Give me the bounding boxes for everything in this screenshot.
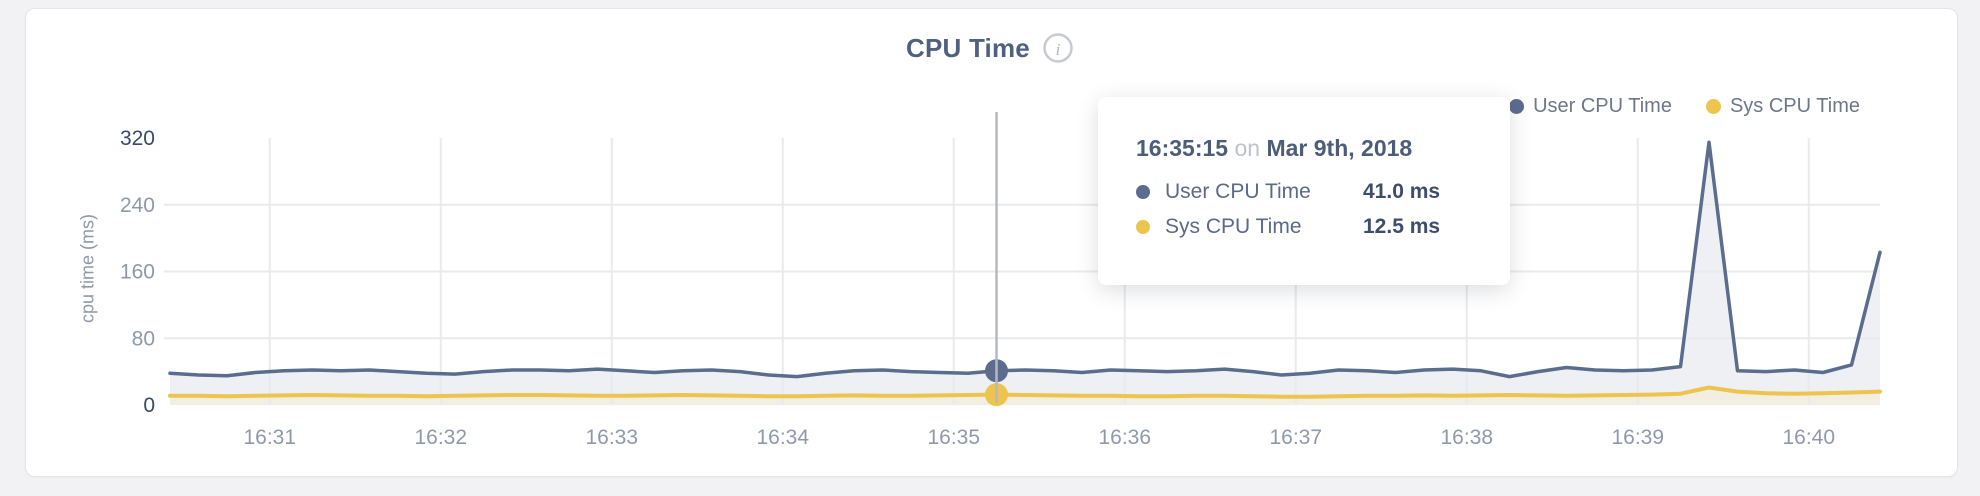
tooltip-row-user: User CPU Time 41.0 ms <box>1136 180 1476 204</box>
tooltip-row-sys: Sys CPU Time 12.5 ms <box>1136 215 1476 239</box>
chart-tooltip: 16:35:15 on Mar 9th, 2018 User CPU Time … <box>1098 97 1510 285</box>
tooltip-connector: on <box>1234 135 1261 161</box>
user-cpu-line <box>168 140 1882 379</box>
x-tick-label: 16:36 <box>1098 426 1151 449</box>
y-axis-title: cpu time (ms) <box>77 214 98 324</box>
sys-cpu-line <box>168 385 1882 399</box>
info-icon[interactable]: i <box>1042 32 1074 64</box>
x-tick-label: 16:35 <box>927 426 980 449</box>
y-tick-label: 160 <box>120 261 155 284</box>
sys-series-dot-icon <box>1705 99 1721 114</box>
x-tick-label: 16:34 <box>756 426 809 449</box>
x-tick-label: 16:31 <box>243 426 296 449</box>
x-tick-label: 16:38 <box>1440 426 1493 449</box>
x-tick-label: 16:33 <box>585 426 638 449</box>
tooltip-row-label: Sys CPU Time <box>1165 215 1302 238</box>
x-tick-label: 16:39 <box>1611 426 1664 449</box>
chart-title: CPU Time <box>906 32 1030 63</box>
chart-header: CPU Time i <box>0 30 1980 66</box>
x-tick-label: 16:40 <box>1782 426 1835 449</box>
y-tick-label: 240 <box>120 194 155 217</box>
tooltip-row-value: 12.5 ms <box>1363 215 1441 238</box>
y-tick-label: 0 <box>143 394 155 417</box>
legend-label: Sys CPU Time <box>1729 95 1860 117</box>
legend: User CPU Time Sys CPU Time <box>1509 95 1860 118</box>
legend-label: User CPU Time <box>1533 95 1672 117</box>
tooltip-row-label: User CPU Time <box>1165 180 1311 203</box>
user-series-dot-icon <box>1136 185 1150 199</box>
sys-series-dot-icon <box>1136 220 1150 234</box>
svg-text:i: i <box>1056 40 1061 59</box>
tooltip-time: 16:35:15 <box>1136 135 1229 161</box>
x-tick-label: 16:37 <box>1269 426 1322 449</box>
tooltip-date: Mar 9th, 2018 <box>1266 135 1413 161</box>
legend-item-sys-cpu-time[interactable]: Sys CPU Time <box>1705 95 1860 118</box>
user-series-dot-icon <box>1509 99 1525 114</box>
y-tick-label: 80 <box>132 327 155 350</box>
legend-item-user-cpu-time[interactable]: User CPU Time <box>1509 95 1672 118</box>
tooltip-title: 16:35:15 on Mar 9th, 2018 <box>1136 135 1476 162</box>
tooltip-row-value: 41.0 ms <box>1363 180 1441 203</box>
x-tick-label: 16:32 <box>414 426 467 449</box>
y-tick-label: 320 <box>120 127 155 150</box>
user-area-fill <box>170 142 1880 405</box>
